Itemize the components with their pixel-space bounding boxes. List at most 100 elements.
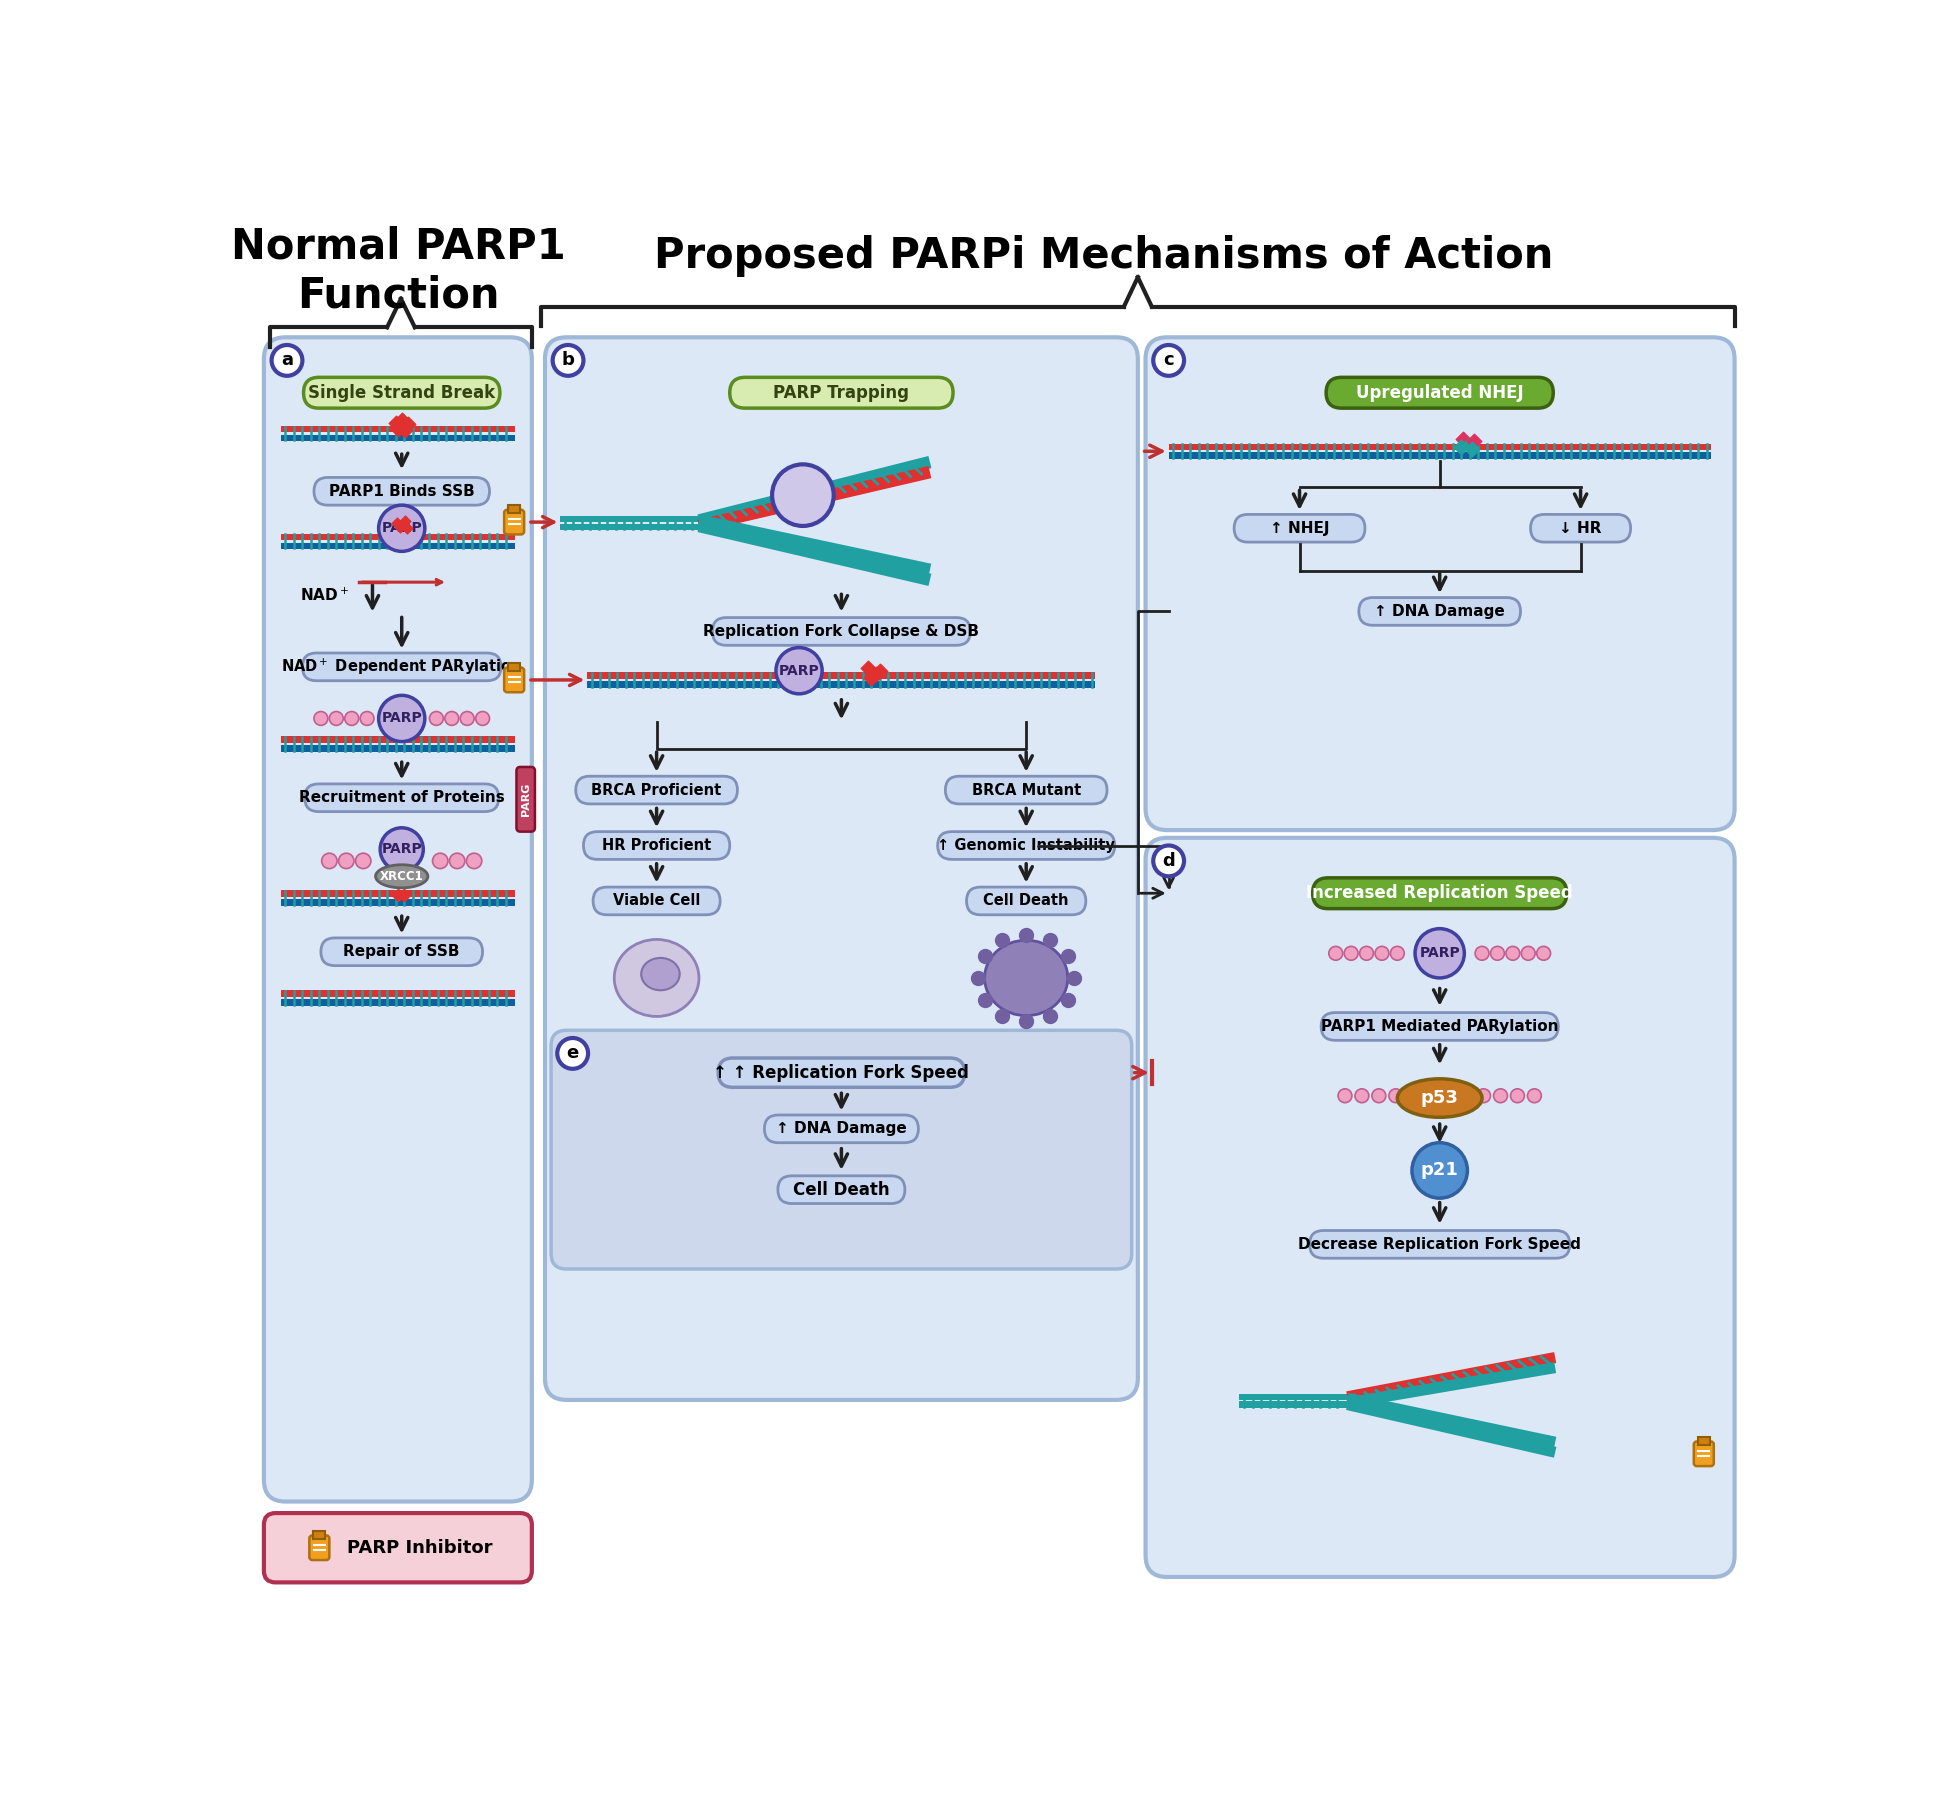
- Circle shape: [1510, 1089, 1523, 1103]
- Point: [853, 654, 884, 683]
- Circle shape: [1492, 1089, 1506, 1103]
- FancyBboxPatch shape: [263, 338, 532, 1502]
- Ellipse shape: [984, 940, 1068, 1015]
- Point: [382, 881, 413, 909]
- Text: ↑ DNA Damage: ↑ DNA Damage: [1373, 604, 1504, 618]
- FancyBboxPatch shape: [764, 1114, 918, 1143]
- Text: PARP Trapping: PARP Trapping: [773, 385, 910, 403]
- Circle shape: [339, 854, 355, 868]
- Text: Cell Death: Cell Death: [793, 1181, 888, 1199]
- Text: Proposed PARPi Mechanisms of Action: Proposed PARPi Mechanisms of Action: [653, 235, 1553, 277]
- Circle shape: [1360, 947, 1373, 960]
- Text: PARP: PARP: [779, 663, 818, 677]
- Circle shape: [1521, 947, 1535, 960]
- Circle shape: [345, 712, 358, 726]
- Bar: [1239, 1394, 1346, 1400]
- FancyBboxPatch shape: [505, 668, 524, 692]
- Circle shape: [1153, 846, 1184, 877]
- Text: PARP1 Mediated PARylation: PARP1 Mediated PARylation: [1321, 1019, 1558, 1033]
- Point: [380, 408, 411, 437]
- Text: PARP Inhibitor: PARP Inhibitor: [347, 1538, 493, 1556]
- Bar: [281, 890, 514, 897]
- FancyBboxPatch shape: [321, 938, 483, 965]
- Text: ↓ HR: ↓ HR: [1558, 521, 1601, 536]
- Text: Recruitment of Proteins: Recruitment of Proteins: [298, 791, 505, 805]
- FancyBboxPatch shape: [551, 1030, 1132, 1269]
- Point: [1453, 431, 1484, 460]
- Circle shape: [314, 712, 327, 726]
- Circle shape: [1389, 1089, 1403, 1103]
- Circle shape: [1344, 947, 1358, 960]
- FancyBboxPatch shape: [945, 776, 1106, 803]
- Bar: [281, 990, 514, 997]
- Circle shape: [1414, 929, 1463, 978]
- Text: XRCC1: XRCC1: [380, 870, 423, 882]
- Text: Single Strand Break: Single Strand Break: [308, 385, 495, 403]
- Circle shape: [1371, 1089, 1385, 1103]
- Circle shape: [380, 828, 423, 872]
- Text: Viable Cell: Viable Cell: [612, 893, 699, 909]
- Circle shape: [771, 464, 834, 527]
- FancyBboxPatch shape: [1309, 1231, 1568, 1258]
- Text: p21: p21: [1420, 1161, 1457, 1179]
- Text: ↑ Genomic Instability: ↑ Genomic Instability: [937, 837, 1114, 854]
- Point: [863, 656, 894, 685]
- FancyBboxPatch shape: [717, 1058, 964, 1087]
- Bar: [281, 435, 514, 442]
- FancyBboxPatch shape: [966, 888, 1085, 915]
- FancyBboxPatch shape: [777, 1175, 904, 1204]
- FancyBboxPatch shape: [1311, 879, 1566, 909]
- Text: BRCA Proficient: BRCA Proficient: [590, 782, 721, 798]
- Text: Cell Death: Cell Death: [984, 893, 1068, 909]
- Circle shape: [1329, 947, 1342, 960]
- Text: PARP1 Binds SSB: PARP1 Binds SSB: [329, 483, 475, 500]
- Bar: [281, 426, 514, 433]
- Circle shape: [450, 854, 466, 868]
- Text: PARP: PARP: [1418, 947, 1459, 960]
- FancyBboxPatch shape: [1693, 1441, 1712, 1466]
- Point: [986, 1001, 1017, 1030]
- FancyBboxPatch shape: [304, 377, 499, 408]
- Point: [968, 942, 999, 970]
- FancyBboxPatch shape: [304, 783, 499, 812]
- Point: [1034, 1001, 1066, 1030]
- Point: [1052, 985, 1083, 1014]
- Point: [1058, 963, 1089, 992]
- FancyBboxPatch shape: [302, 652, 501, 681]
- Text: p53: p53: [1420, 1089, 1457, 1107]
- Ellipse shape: [614, 940, 699, 1017]
- Bar: [1239, 1402, 1346, 1407]
- Bar: [561, 516, 699, 523]
- Circle shape: [775, 647, 822, 694]
- Text: Upregulated NHEJ: Upregulated NHEJ: [1356, 385, 1523, 403]
- Text: ↑ DNA Damage: ↑ DNA Damage: [775, 1121, 906, 1136]
- FancyBboxPatch shape: [545, 338, 1138, 1400]
- Point: [1011, 920, 1042, 949]
- Circle shape: [466, 854, 481, 868]
- Bar: [314, 1531, 325, 1538]
- Text: NAD$^+$: NAD$^+$: [300, 586, 349, 604]
- Text: PARP: PARP: [382, 521, 423, 536]
- Point: [986, 925, 1017, 954]
- Text: b: b: [561, 352, 575, 370]
- Circle shape: [360, 712, 374, 726]
- FancyBboxPatch shape: [505, 510, 524, 534]
- Circle shape: [1373, 947, 1389, 960]
- Point: [1457, 428, 1488, 456]
- Circle shape: [475, 712, 489, 726]
- Text: Repair of SSB: Repair of SSB: [343, 943, 460, 960]
- Text: PARP: PARP: [382, 843, 423, 857]
- Text: ↑ NHEJ: ↑ NHEJ: [1270, 521, 1329, 536]
- Circle shape: [553, 345, 582, 376]
- Text: PARG: PARG: [520, 783, 530, 816]
- Bar: [281, 534, 514, 541]
- FancyBboxPatch shape: [1325, 377, 1553, 408]
- Circle shape: [1354, 1089, 1367, 1103]
- Circle shape: [1410, 1143, 1467, 1199]
- Point: [859, 659, 890, 688]
- Point: [382, 415, 413, 444]
- Circle shape: [432, 854, 448, 868]
- Point: [1011, 1006, 1042, 1035]
- Point: [392, 410, 423, 438]
- FancyBboxPatch shape: [314, 478, 489, 505]
